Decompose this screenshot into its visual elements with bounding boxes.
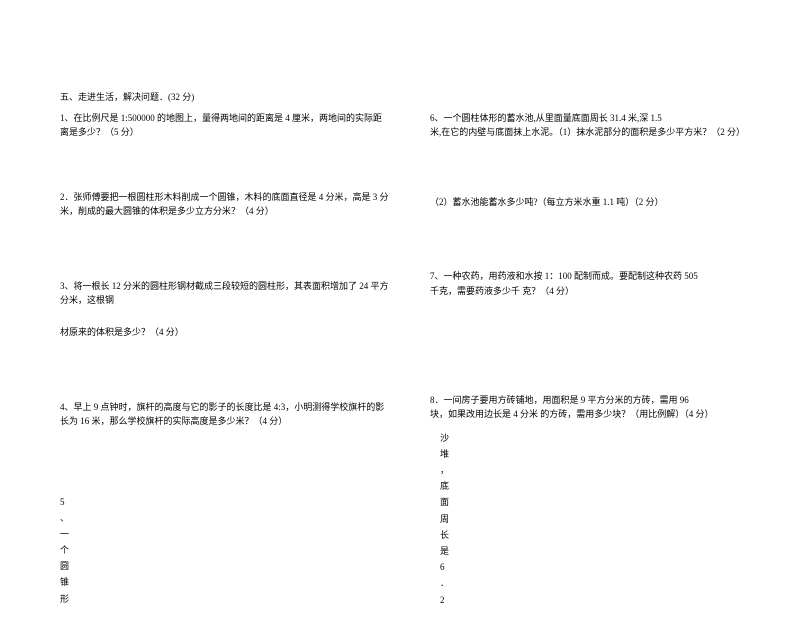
v8-6: 长: [440, 527, 450, 543]
problem-8-line-b: 块，如果改用边长是 4 分米 的方砖，需用多少块？（用比例解）（4 分）: [430, 407, 760, 421]
v5-5: 锥: [60, 574, 70, 590]
document-content: 五、走进生活，解决问题．(32 分) 1、在比例尺是 1:500000 的地图上…: [60, 90, 760, 608]
v5-0: 5: [60, 494, 70, 510]
v5-3: 个: [60, 542, 70, 558]
v5-4: 圆: [60, 558, 70, 574]
v8-7: 是: [440, 543, 450, 559]
problem-6-line-a: 6、一个圆柱体形的蓄水池,从里面量底面周长 31.4 米,深 1.5: [430, 111, 760, 125]
v8-10: ．: [440, 575, 450, 591]
problem-7-line-a: 7、一种农药，用药液和水按 1：100 配制而成。要配制这种农药 505: [430, 269, 760, 283]
v8-5: 周: [440, 511, 450, 527]
problem-7: 7、一种农药，用药液和水按 1：100 配制而成。要配制这种农药 505 千克，…: [430, 269, 760, 298]
two-column-layout: 1、在比例尺是 1:500000 的地图上，量得两地间的距离是 4 厘米，两地间…: [60, 111, 760, 608]
v8-11: 2: [440, 592, 450, 608]
problem-7-line-b: 千克，需要药液多少千 克？（4 分）: [430, 284, 760, 298]
problem-1: 1、在比例尺是 1:500000 的地图上，量得两地间的距离是 4 厘米，两地间…: [60, 111, 390, 140]
section-title: 五、走进生活，解决问题．(32 分): [60, 90, 760, 103]
problem-3: 3、将一根长 12 分米的圆柱形钢材截成三段较短的圆柱形，其表面积增加了 24 …: [60, 279, 390, 340]
right-column: 6、一个圆柱体形的蓄水池,从里面量底面周长 31.4 米,深 1.5 米,在它的…: [430, 111, 760, 608]
v5-1: 、: [60, 510, 70, 526]
problem-8-line-a: 8．一间房子要用方砖铺地，用面积是 9 平方分米的方砖，需用 96: [430, 393, 760, 407]
problem-2: 2．张师傅要把一根圆柱形木料削成一个圆锥，木料的底面直径是 4 分米，高是 3 …: [60, 190, 390, 219]
problem-6-line-b: 米,在它的内壁与底面抹上水泥。（1）抹水泥部分的面积是多少平方米？（2 分）: [430, 125, 760, 139]
v8-3: 底: [440, 478, 450, 494]
problem-6: 6、一个圆柱体形的蓄水池,从里面量底面周长 31.4 米,深 1.5 米,在它的…: [430, 111, 760, 209]
left-column: 1、在比例尺是 1:500000 的地图上，量得两地间的距离是 4 厘米，两地间…: [60, 111, 390, 608]
v8-1: 堆: [440, 446, 450, 462]
v5-2: 一: [60, 526, 70, 542]
v8-0: 沙: [440, 430, 450, 446]
problem-8-vertical: 沙 堆 ， 底 面 周 长 是 6 ． 2: [440, 430, 450, 608]
problem-5-vertical: 5 、 一 个 圆 锥 形: [60, 494, 70, 607]
v8-2: ，: [440, 462, 450, 478]
problem-3-line-b: 材原来的体积是多少？（4 分）: [60, 325, 390, 339]
problem-3-line-a: 3、将一根长 12 分米的圆柱形钢材截成三段较短的圆柱形，其表面积增加了 24 …: [60, 279, 390, 308]
v8-4: 面: [440, 494, 450, 510]
v5-6: 形: [60, 591, 70, 607]
problem-6-line-c: （2）蓄水池能蓄水多少吨?（每立方米水重 1.1 吨）（2 分）: [430, 195, 760, 209]
problem-4: 4、早上 9 点钟时，旗杆的高度与它的影子的长度比是 4:3，小明测得学校旗杆的…: [60, 400, 390, 429]
problem-8: 8．一间房子要用方砖铺地，用面积是 9 平方分米的方砖，需用 96 块，如果改用…: [430, 393, 760, 608]
v8-9: 6: [440, 559, 450, 575]
